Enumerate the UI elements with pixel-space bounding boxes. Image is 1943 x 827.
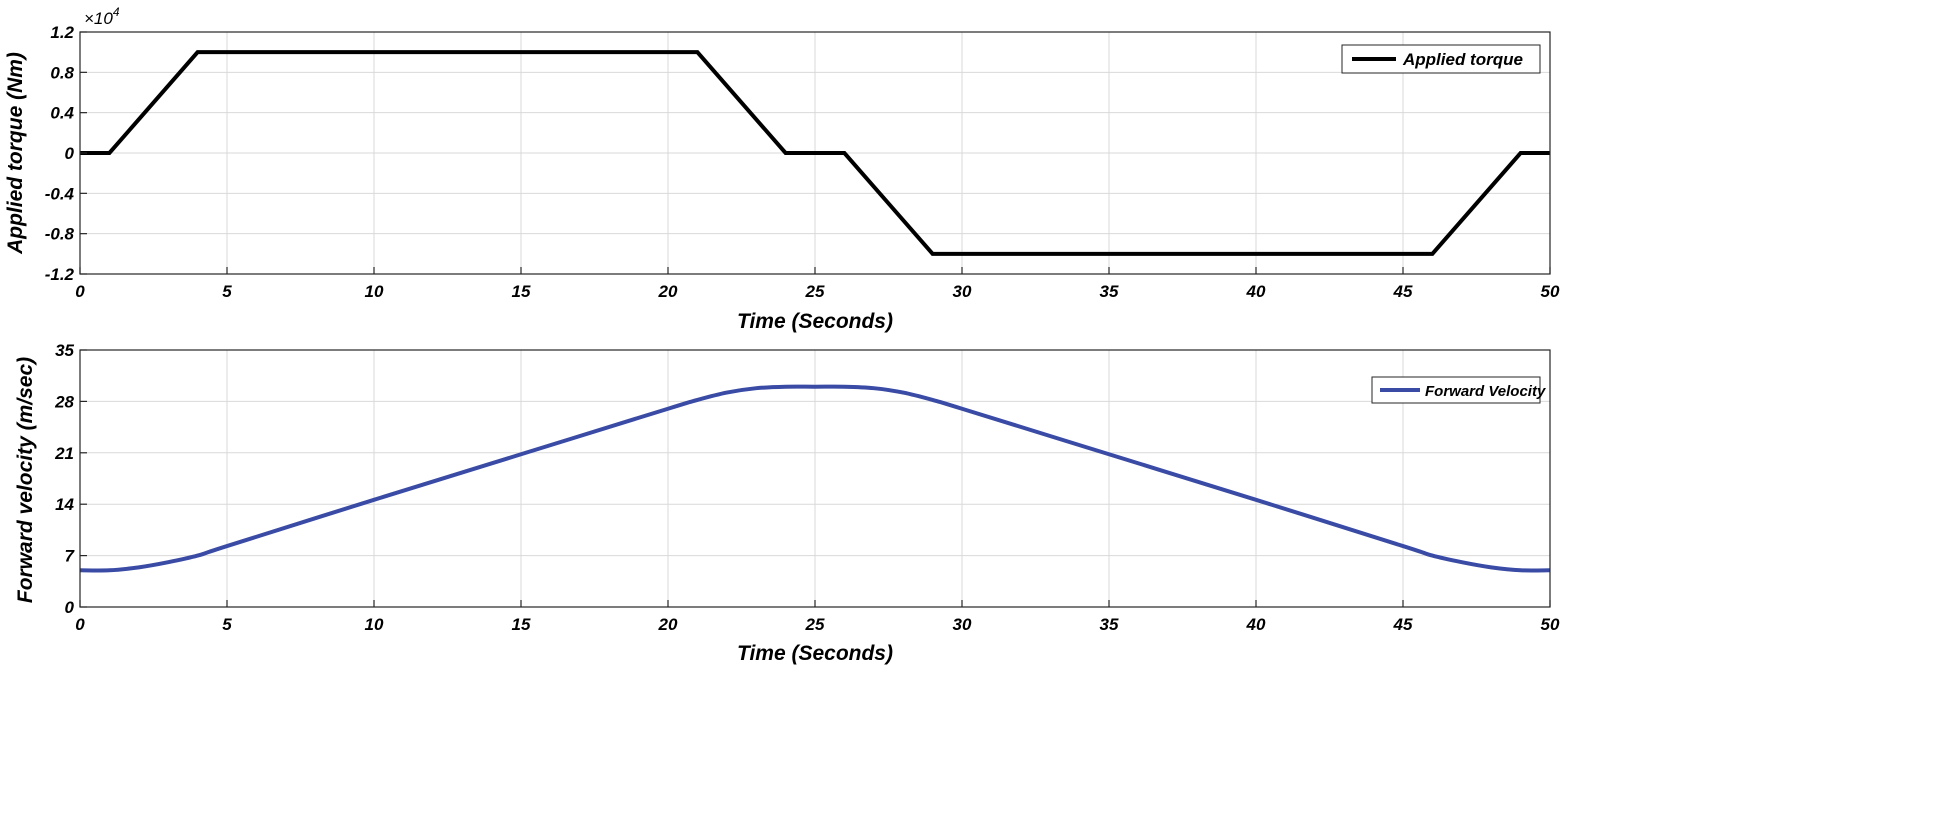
velocity-y-tick-label: 7	[65, 547, 76, 566]
velocity-y-axis-label: Forward velocity (m/sec)	[14, 357, 37, 603]
torque-y-exponent-power: 4	[113, 5, 120, 19]
torque-x-tick-label: 40	[1246, 282, 1266, 301]
velocity-x-tick-label: 15	[512, 615, 531, 634]
torque-y-tick-label: -1.2	[45, 265, 75, 284]
torque-x-tick-label: 45	[1393, 282, 1413, 301]
velocity-x-tick-label: 5	[222, 615, 232, 634]
torque-x-tick-label: 25	[805, 282, 825, 301]
torque-x-tick-label: 5	[222, 282, 232, 301]
velocity-y-tick-label: 21	[54, 444, 74, 463]
torque-series	[80, 50, 1550, 256]
torque-y-tick-label: 1.2	[50, 23, 74, 42]
torque-series-line	[80, 50, 1550, 256]
velocity-x-tick-label: 20	[658, 615, 678, 634]
velocity-ticks: 0 5 10 15 20 25 30 35 40 45 50 0 7 14 21 28 35	[54, 341, 1560, 634]
velocity-legend-label: Forward Velocity	[1425, 383, 1546, 400]
velocity-plot: 0 5 10 15 20 25 30 35 40 45 50 0 7 14 21 28 35 Time (Sec…	[14, 341, 1560, 665]
torque-y-tick-label: 0.8	[50, 63, 74, 82]
velocity-x-tick-label: 45	[1393, 615, 1413, 634]
torque-ticks: 0 5 10 15 20 25 30 35 40 45 50 -1.2 -0.8 -0.4 0 0.4 0.8 1…	[45, 23, 1560, 301]
torque-legend-label: Applied torque	[1402, 50, 1523, 69]
velocity-series-line	[79, 384, 1551, 573]
torque-legend: Applied torque	[1341, 44, 1541, 74]
torque-x-tick-label: 15	[512, 282, 531, 301]
torque-y-tick-label: -0.8	[45, 225, 75, 244]
torque-plot: 0 5 10 15 20 25 30 35 40 45 50 -1.2 -0.8 -0.4 0 0.4 0.8 1…	[4, 5, 1560, 333]
velocity-x-tick-label: 40	[1246, 615, 1266, 634]
velocity-legend: Forward Velocity	[1371, 376, 1546, 404]
velocity-y-tick-label: 14	[55, 495, 74, 514]
velocity-x-tick-label: 25	[805, 615, 825, 634]
torque-x-axis-label: Time (Seconds)	[737, 310, 893, 333]
torque-x-tick-label: 0	[75, 282, 85, 301]
velocity-x-tick-label: 0	[75, 615, 85, 634]
torque-y-tick-label: -0.4	[45, 184, 75, 203]
torque-y-exponent: ×104	[84, 5, 120, 28]
velocity-x-tick-label: 35	[1100, 615, 1119, 634]
torque-y-axis-label: Applied torque (Nm)	[4, 52, 27, 255]
torque-x-tick-label: 35	[1100, 282, 1119, 301]
velocity-x-axis-label: Time (Seconds)	[737, 642, 893, 665]
torque-x-tick-label: 10	[365, 282, 384, 301]
velocity-y-tick-label: 0	[65, 598, 75, 617]
velocity-y-tick-label: 35	[55, 341, 74, 360]
torque-x-tick-label: 50	[1541, 282, 1560, 301]
torque-y-tick-label: 0	[65, 144, 75, 163]
velocity-x-tick-label: 50	[1541, 615, 1560, 634]
torque-x-tick-label: 30	[953, 282, 972, 301]
velocity-x-tick-label: 10	[365, 615, 384, 634]
velocity-series	[79, 384, 1551, 573]
velocity-x-tick-label: 30	[953, 615, 972, 634]
torque-x-tick-label: 20	[658, 282, 678, 301]
velocity-y-tick-label: 28	[54, 392, 74, 411]
torque-y-exponent-base: ×10	[84, 9, 113, 28]
torque-y-tick-label: 0.4	[50, 104, 74, 123]
